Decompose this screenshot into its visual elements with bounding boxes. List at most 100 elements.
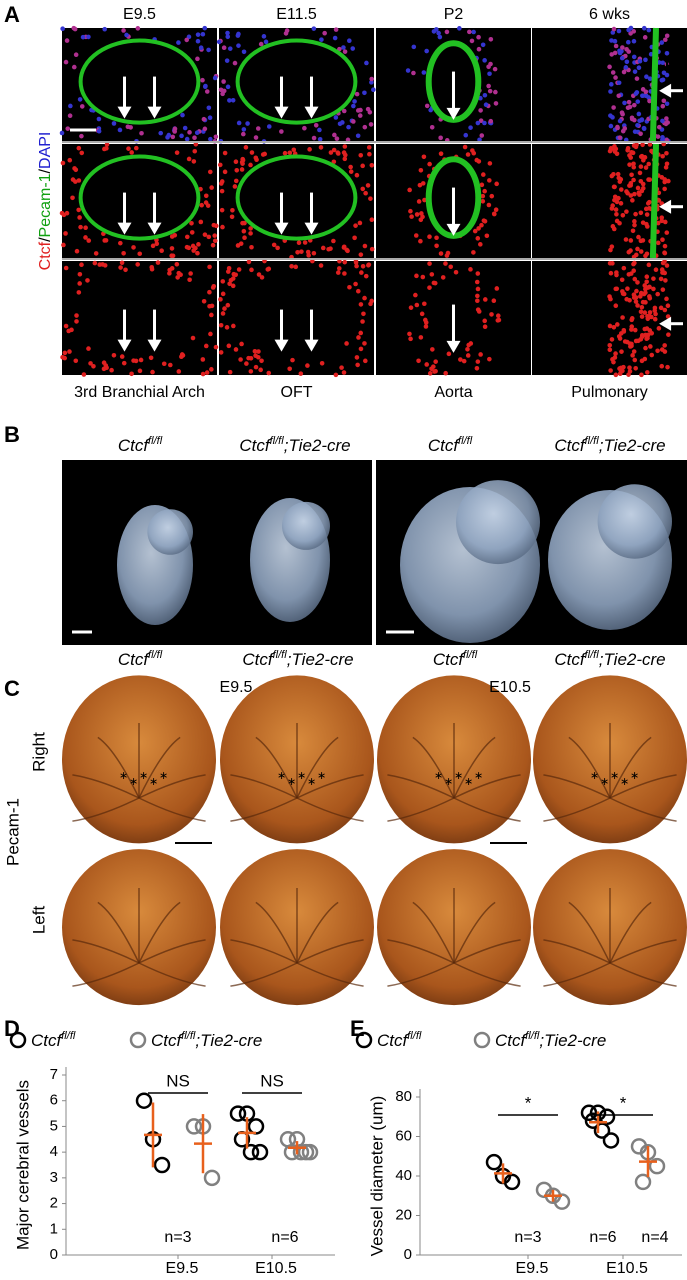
significance-label: * xyxy=(620,1093,627,1112)
vessel xyxy=(453,901,496,964)
x-tick-label: E10.5 xyxy=(606,1260,648,1277)
nucleus xyxy=(169,246,175,251)
nucleus xyxy=(662,250,667,256)
nucleus xyxy=(662,307,668,313)
nucleus xyxy=(662,179,668,185)
nucleus xyxy=(103,363,109,368)
nucleus xyxy=(660,237,665,242)
nucleus xyxy=(65,126,71,131)
nucleus xyxy=(610,203,615,208)
nucleus xyxy=(190,243,196,249)
nucleus xyxy=(486,83,491,89)
nucleus xyxy=(241,127,247,132)
vessel xyxy=(543,939,611,964)
vessel-marker: ∗ xyxy=(434,770,443,782)
nucleus xyxy=(159,248,164,254)
nucleus xyxy=(641,126,647,132)
arrow-head xyxy=(117,106,132,119)
stain-part: Pecam-1 xyxy=(37,173,54,237)
nucleus xyxy=(656,124,662,130)
nucleus xyxy=(198,219,204,225)
nucleus xyxy=(427,285,432,290)
nucleus xyxy=(220,291,226,297)
nucleus xyxy=(607,347,613,353)
nucleus xyxy=(344,341,349,346)
vessel xyxy=(609,774,677,799)
data-point xyxy=(593,1122,611,1139)
nucleus xyxy=(429,272,435,277)
nucleus xyxy=(624,46,629,52)
vessel xyxy=(296,901,339,964)
genotype-label: Ctcffl/fl;Tie2-cre xyxy=(239,435,350,456)
nucleus xyxy=(607,64,612,70)
nucleus xyxy=(206,234,212,240)
nucleus xyxy=(664,50,670,56)
nucleus xyxy=(135,262,140,267)
nucleus xyxy=(221,88,227,94)
nucleus xyxy=(353,223,358,228)
nucleus xyxy=(420,274,426,280)
nucleus xyxy=(482,318,488,324)
nucleus xyxy=(651,286,656,292)
nucleus xyxy=(479,133,485,138)
nucleus xyxy=(488,36,494,42)
nucleus xyxy=(70,195,75,201)
nucleus xyxy=(480,42,486,48)
nucleus xyxy=(641,25,647,31)
nucleus xyxy=(202,232,208,237)
nucleus xyxy=(609,337,615,342)
nucleus xyxy=(660,287,666,292)
genotype-part: ;Tie2-cre xyxy=(195,1031,262,1050)
nucleus xyxy=(252,348,258,354)
nucleus xyxy=(287,150,293,156)
nucleus xyxy=(236,31,241,37)
nucleus xyxy=(352,99,357,104)
nucleus xyxy=(608,247,613,253)
nucleus xyxy=(664,116,669,121)
nucleus xyxy=(648,344,653,349)
nucleus xyxy=(634,288,639,294)
nucleus xyxy=(629,327,634,332)
nucleus xyxy=(662,259,667,264)
nucleus xyxy=(643,345,648,351)
stage-label: E9.5 xyxy=(220,679,253,696)
nucleus xyxy=(363,190,368,196)
nucleus xyxy=(617,135,623,140)
nucleus xyxy=(86,34,91,40)
nucleus xyxy=(239,341,244,347)
nucleus xyxy=(118,240,123,246)
nucleus xyxy=(636,111,642,117)
nucleus xyxy=(83,225,88,231)
nucleus xyxy=(475,286,481,292)
arrow-head xyxy=(147,222,162,235)
nucleus xyxy=(624,209,629,214)
nucleus xyxy=(209,312,214,318)
nucleus xyxy=(117,127,123,133)
nucleus xyxy=(621,265,627,271)
vessel-marker: ∗ xyxy=(119,770,128,782)
nucleus xyxy=(332,35,338,41)
vessel xyxy=(453,962,521,987)
y-tick-label: 0 xyxy=(50,1246,58,1263)
nucleus xyxy=(186,156,192,162)
nucleus xyxy=(644,336,649,342)
nucleus xyxy=(438,151,444,156)
nucleus xyxy=(434,235,439,241)
nucleus xyxy=(618,177,624,182)
nucleus xyxy=(629,172,634,178)
nucleus xyxy=(313,122,319,128)
nucleus xyxy=(207,115,213,121)
nucleus xyxy=(468,125,473,130)
nucleus xyxy=(230,276,236,281)
endothelium xyxy=(649,143,659,259)
nucleus xyxy=(647,177,653,182)
nucleus xyxy=(625,147,630,153)
nucleus xyxy=(311,250,317,256)
nucleus xyxy=(249,150,255,155)
nucleus xyxy=(477,137,482,143)
nucleus xyxy=(631,164,637,170)
data-point xyxy=(503,1173,521,1191)
n-label: n=4 xyxy=(641,1229,668,1246)
nucleus xyxy=(204,89,210,94)
genotype-label: Ctcffl/fl;Tie2-cre xyxy=(151,1030,262,1051)
